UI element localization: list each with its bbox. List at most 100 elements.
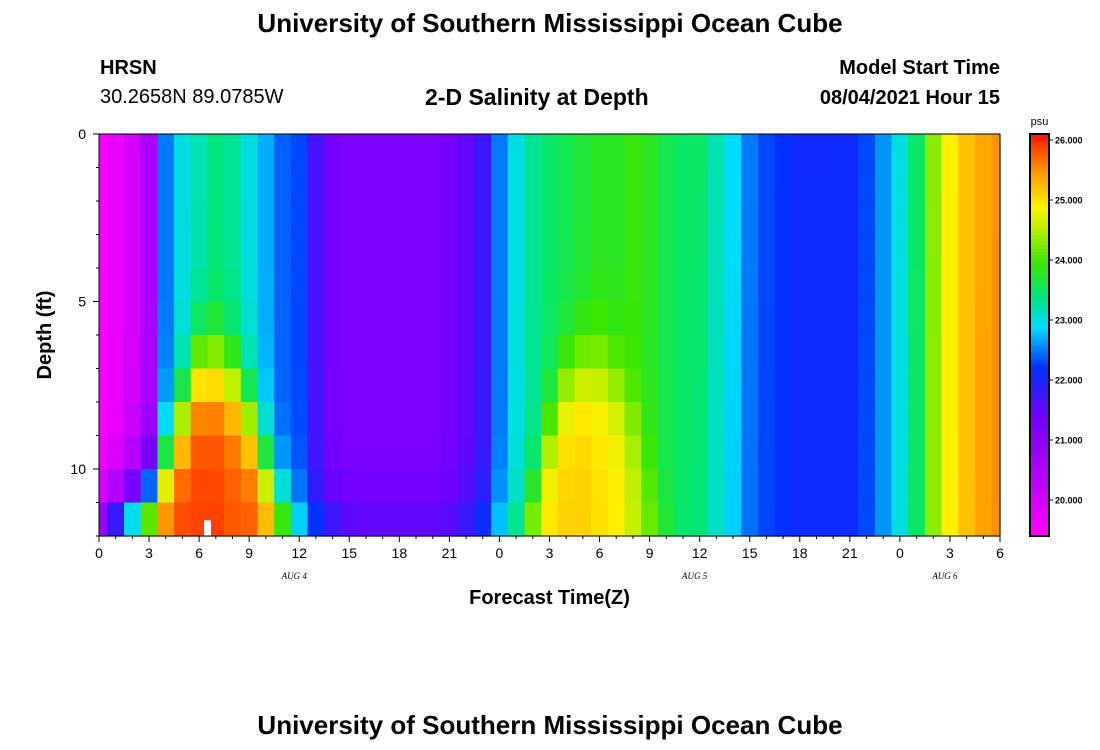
plot-title: 2-D Salinity at Depth — [425, 84, 649, 110]
heatmap-cell — [124, 368, 142, 403]
heatmap-cell — [190, 502, 209, 537]
heatmap-cell — [340, 502, 359, 537]
heatmap-cell — [891, 167, 909, 202]
heatmap-cell — [891, 134, 909, 169]
heatmap-cell — [240, 368, 259, 403]
heatmap-cell — [224, 167, 242, 202]
y-axis-label: Depth (ft) — [34, 291, 56, 380]
heatmap-cell — [207, 234, 225, 269]
heatmap-cell — [390, 167, 409, 202]
colorbar-segment — [1030, 465, 1049, 470]
heatmap-cell — [357, 134, 375, 169]
heatmap-cell — [974, 201, 993, 236]
heatmap-cell — [140, 469, 158, 504]
heatmap-cell — [557, 469, 576, 504]
heatmap-cell — [941, 201, 959, 236]
colorbar-segment — [1030, 385, 1049, 390]
heatmap-cell — [724, 435, 742, 470]
heatmap-cell — [841, 435, 859, 470]
heatmap-cell — [841, 134, 859, 169]
heatmap-cell — [741, 502, 759, 537]
heatmap-cell — [657, 368, 676, 403]
heatmap-cell — [591, 402, 609, 437]
heatmap-cell — [424, 201, 442, 236]
heatmap-cell — [741, 335, 759, 370]
heatmap-cell — [99, 469, 108, 504]
heatmap-cell — [808, 167, 826, 202]
heatmap-cell — [557, 435, 576, 470]
heatmap-cell — [874, 201, 893, 236]
heatmap-cell — [858, 368, 876, 403]
heatmap-cell — [607, 301, 626, 336]
colorbar-segment — [1030, 197, 1049, 202]
heatmap-cell — [290, 301, 309, 336]
heatmap-cell — [591, 368, 609, 403]
heatmap-cell — [157, 134, 175, 169]
heatmap-cell — [274, 502, 292, 537]
model-start-label: Model Start Time — [839, 57, 1000, 79]
heatmap-cell — [741, 301, 759, 336]
heatmap-cell — [941, 502, 959, 537]
heatmap-cell — [841, 268, 859, 303]
colorbar-segment — [1030, 147, 1049, 152]
heatmap-cell — [224, 134, 242, 169]
heatmap-cell — [457, 469, 476, 504]
colorbar-segment — [1030, 529, 1049, 534]
heatmap-cell — [474, 268, 492, 303]
heatmap-cell — [507, 402, 526, 437]
heatmap-cell — [157, 201, 175, 236]
heatmap-cell — [724, 502, 742, 537]
colorbar-segment — [1030, 515, 1049, 520]
heatmap-cell — [457, 502, 476, 537]
heatmap-cell — [624, 167, 642, 202]
colorbar-segment — [1030, 445, 1049, 450]
heatmap-cell — [791, 201, 809, 236]
heatmap-cell — [607, 335, 626, 370]
heatmap-cell — [457, 301, 476, 336]
page-title: University of Southern Mississippi Ocean… — [257, 8, 843, 38]
heatmap-cell — [307, 234, 325, 269]
heatmap-cell — [240, 435, 259, 470]
heatmap-cell — [457, 435, 476, 470]
heatmap-cell — [908, 268, 926, 303]
heatmap-cell — [557, 134, 576, 169]
heatmap-cell — [908, 201, 926, 236]
colorbar-segment — [1030, 371, 1049, 376]
colorbar-segment — [1030, 244, 1049, 249]
heatmap-cell — [841, 402, 859, 437]
heatmap-cell — [874, 469, 893, 504]
heatmap-cell — [991, 335, 1001, 370]
heatmap-cell — [557, 268, 576, 303]
heatmap-cell — [958, 301, 976, 336]
heatmap-cell — [641, 469, 659, 504]
heatmap-cell — [641, 268, 659, 303]
heatmap-cell — [124, 335, 142, 370]
heatmap-cell — [274, 234, 292, 269]
heatmap-cell — [574, 435, 592, 470]
heatmap-cell — [774, 469, 793, 504]
heatmap-cell — [924, 469, 943, 504]
colorbar-segment — [1030, 224, 1049, 229]
heatmap-cell — [157, 301, 175, 336]
heatmap-cell — [491, 335, 509, 370]
heatmap-cell — [524, 402, 542, 437]
heatmap-cell — [607, 234, 626, 269]
station-coordinates: 30.2658N 89.0785W — [100, 86, 284, 108]
heatmap-cell — [774, 368, 793, 403]
y-axis: 0 5 10 — [70, 126, 99, 537]
heatmap-cell — [274, 368, 292, 403]
heatmap-cell — [758, 469, 776, 504]
heatmap-cell — [657, 469, 676, 504]
heatmap-cell — [407, 335, 425, 370]
heatmap-cell — [841, 301, 859, 336]
colorbar-segment — [1030, 204, 1049, 209]
heatmap-cell — [774, 435, 793, 470]
heatmap-cell — [557, 234, 576, 269]
heatmap-cell — [607, 167, 626, 202]
heatmap-cell — [791, 469, 809, 504]
heatmap-cell — [99, 301, 108, 336]
heatmap-cell — [657, 234, 676, 269]
heatmap-cell — [441, 268, 459, 303]
heatmap-cell — [99, 368, 108, 403]
heatmap-cell — [574, 335, 592, 370]
